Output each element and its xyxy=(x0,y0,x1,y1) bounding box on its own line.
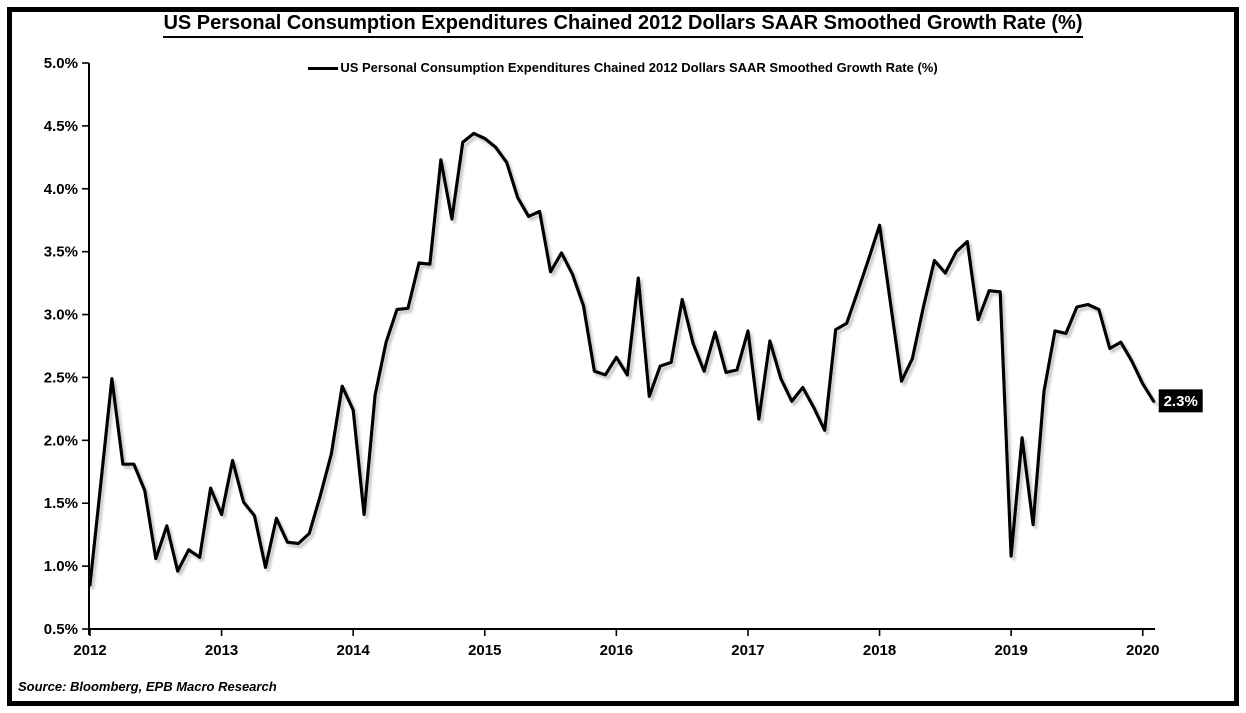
x-tick-label: 2020 xyxy=(1126,642,1159,659)
chart-title-text: US Personal Consumption Expenditures Cha… xyxy=(163,12,1083,38)
data-series-line xyxy=(88,131,1156,587)
y-tick-label: 1.0% xyxy=(44,558,78,575)
x-tick-label: 2015 xyxy=(468,642,501,659)
y-tick-label: 3.5% xyxy=(44,244,78,261)
x-tick-label: 2016 xyxy=(600,642,633,659)
y-tick-label: 1.5% xyxy=(44,495,78,512)
y-tick-label: 2.0% xyxy=(44,432,78,449)
y-tick-label: 0.5% xyxy=(44,621,78,638)
legend-line-swatch xyxy=(308,66,339,70)
y-tick-label: 3.0% xyxy=(44,307,78,324)
last-value-label-box xyxy=(1158,389,1203,413)
x-tick-label: 2014 xyxy=(336,642,370,659)
x-tick-label: 2018 xyxy=(863,642,896,659)
x-tick-label: 2017 xyxy=(731,642,764,659)
page-title: US Personal Consumption Expenditures Cha… xyxy=(0,12,1246,38)
x-tick-label: 2019 xyxy=(994,642,1027,659)
legend: US Personal Consumption Expenditures Cha… xyxy=(0,61,1246,75)
last-value-label: 2.3% xyxy=(1164,393,1198,410)
legend-label: US Personal Consumption Expenditures Cha… xyxy=(340,60,938,75)
y-tick-label: 2.5% xyxy=(44,369,78,386)
y-tick-label: 4.5% xyxy=(44,118,78,135)
y-tick-label: 5.0% xyxy=(44,55,78,72)
x-tick-label: 2012 xyxy=(73,642,106,659)
x-tick-label: 2013 xyxy=(205,642,238,659)
y-tick-label: 4.0% xyxy=(44,181,78,198)
source-note: Source: Bloomberg, EPB Macro Research xyxy=(18,679,277,694)
